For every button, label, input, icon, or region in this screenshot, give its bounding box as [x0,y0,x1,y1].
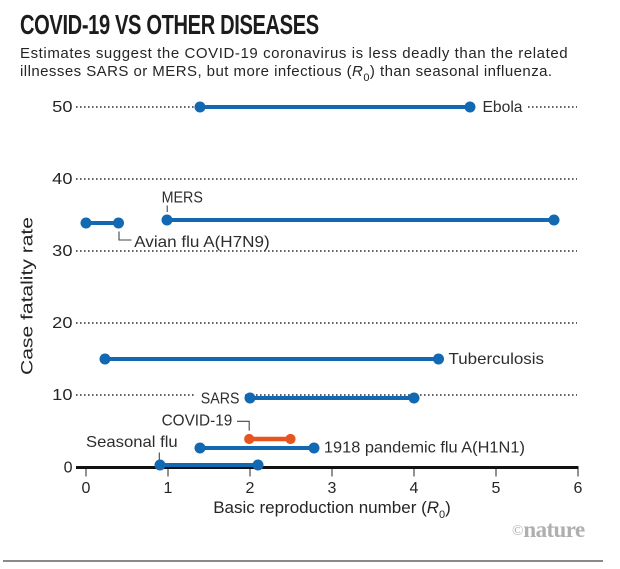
svg-text:Ebola: Ebola [483,99,523,116]
svg-text:COVID-19: COVID-19 [162,412,233,429]
svg-text:SARS: SARS [201,390,240,407]
svg-text:Case fatality rate: Case fatality rate [18,217,37,375]
svg-text:6: 6 [574,480,583,497]
svg-text:10: 10 [52,387,72,404]
svg-text:4: 4 [410,480,419,497]
svg-text:3: 3 [328,480,337,497]
svg-text:1: 1 [164,480,173,497]
svg-text:40: 40 [52,171,72,188]
svg-text:50: 50 [52,99,72,116]
svg-text:2: 2 [246,480,255,497]
svg-text:MERS: MERS [162,189,203,206]
svg-text:1918 pandemic flu A(H1N1): 1918 pandemic flu A(H1N1) [324,439,525,456]
svg-text:Tuberculosis: Tuberculosis [449,351,545,368]
svg-text:0: 0 [64,460,73,477]
svg-text:0: 0 [82,480,91,497]
svg-text:Seasonal flu: Seasonal flu [86,434,178,451]
svg-text:5: 5 [492,480,501,497]
svg-text:30: 30 [52,243,72,260]
svg-text:20: 20 [52,315,72,332]
svg-text:Avian flu A(H7N9): Avian flu A(H7N9) [134,234,270,251]
